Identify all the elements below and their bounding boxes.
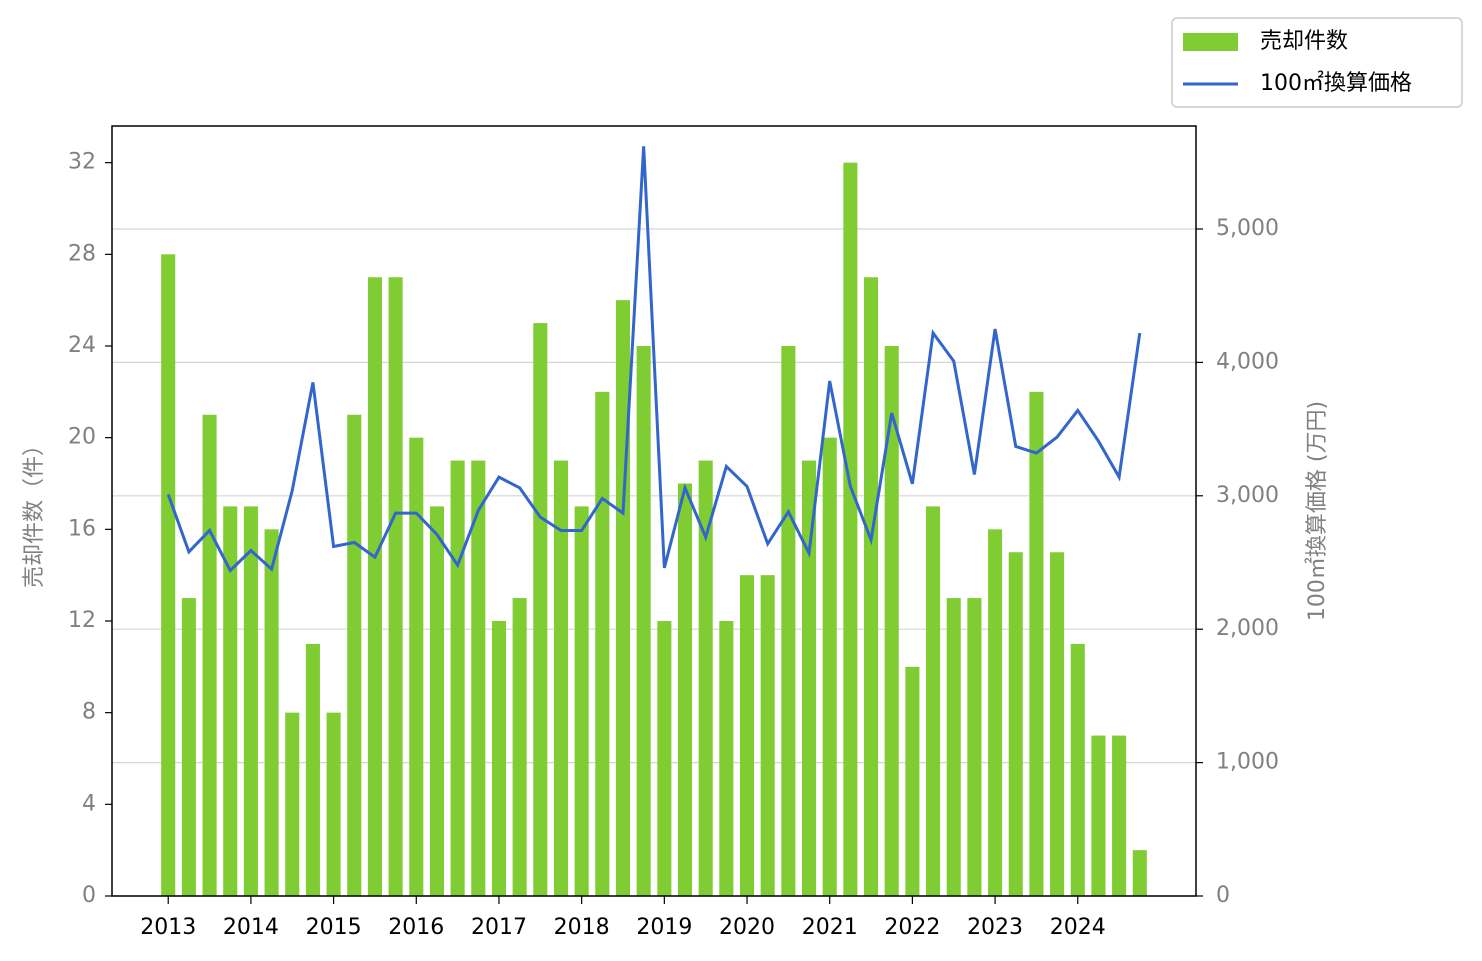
legend-swatch [1183,33,1238,51]
x-tick-label: 2022 [884,915,940,940]
bar [1070,643,1085,896]
bar [967,598,982,896]
x-tick-label: 2017 [471,915,527,940]
bar [1050,552,1065,896]
x-tick-label: 2014 [223,915,279,940]
bar [905,666,920,896]
bar [884,346,899,896]
legend: 売却件数 100㎡換算価格 [1171,17,1463,108]
bar [512,598,527,896]
y2-axis-label: 100㎡換算価格 (万円) [1304,401,1330,621]
bar [264,529,279,896]
bar [615,300,631,897]
bar [223,506,238,896]
bar [1091,735,1106,896]
bar [202,414,217,896]
bar [781,346,796,896]
bar [491,621,506,896]
bar [1029,391,1044,896]
bar [181,598,196,896]
bar [285,712,300,896]
bar [677,483,693,896]
legend-box [1171,17,1463,108]
x-tick-label: 2018 [554,915,610,940]
legend-label: 100㎡換算価格 [1260,70,1412,96]
plot-frame [111,125,1197,897]
bar [429,506,444,896]
bar [243,506,258,896]
bar [161,254,176,897]
y-tick-label: 16 [68,516,96,541]
bar [822,437,837,896]
bar [471,460,486,896]
x-tick-label: 2019 [636,915,692,940]
bar [926,506,941,896]
y2-tick-label: 5,000 [1216,216,1279,241]
bar [698,460,713,896]
x-tick-label: 2013 [140,915,196,940]
bar [636,346,651,896]
bar [843,162,858,896]
bar [574,506,589,896]
bar [326,712,341,896]
x-tick-label: 2024 [1050,915,1106,940]
y2-tick-label: 3,000 [1216,483,1279,508]
y2-tick-label: 1,000 [1216,750,1279,775]
y-axis-label: 売却件数（件） [22,434,47,588]
bar [1008,552,1023,896]
bar [760,575,775,896]
y-tick-label: 4 [82,791,96,816]
y-tick-label: 24 [68,333,96,358]
bar [657,621,672,896]
y2-tick-label: 0 [1216,883,1230,908]
x-tick-label: 2016 [388,915,444,940]
y-tick-label: 32 [68,150,96,175]
legend-label: 売却件数 [1260,29,1348,54]
bar [1112,735,1127,896]
bar [988,529,1003,896]
bar [388,277,403,896]
bar [595,391,610,896]
y-tick-label: 20 [68,425,96,450]
bar [864,277,879,896]
bar [946,598,961,896]
y2-tick-label: 4,000 [1216,349,1279,374]
y-tick-label: 0 [82,883,96,908]
bar [739,575,755,896]
y2-tick-label: 2,000 [1216,616,1279,641]
bar [802,460,817,896]
bar [533,323,548,896]
y-tick-label: 12 [68,608,96,633]
x-tick-label: 2020 [719,915,775,940]
bar [553,460,569,896]
x-tick-label: 2023 [967,915,1023,940]
x-tick-label: 2015 [306,915,362,940]
bar [1132,850,1147,896]
bar [305,643,320,896]
line [166,146,1142,573]
y-tick-label: 8 [82,700,96,725]
bar [347,414,362,896]
x-tick-label: 2021 [802,915,858,940]
bar [719,621,734,896]
bar [450,460,465,896]
bar [367,277,382,896]
y-tick-label: 28 [68,241,96,266]
bar [409,437,424,896]
